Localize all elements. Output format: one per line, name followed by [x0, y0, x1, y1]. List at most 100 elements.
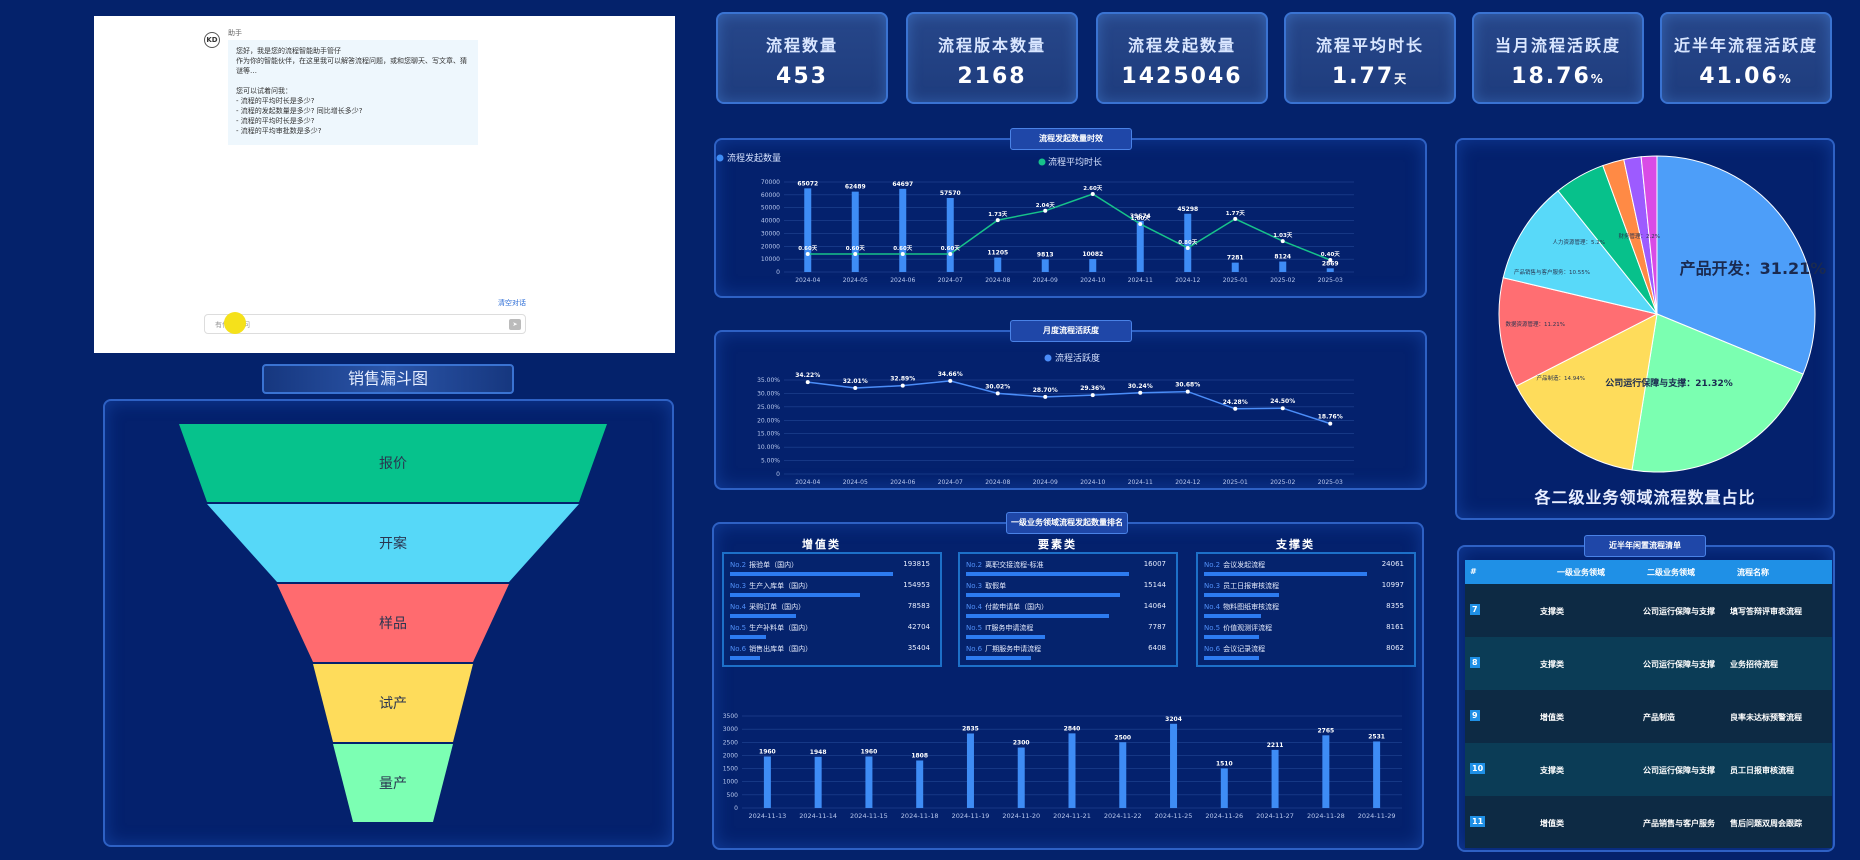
table-row[interactable]: 8 支撑类 公司运行保障与支撑 业务招待流程: [1465, 637, 1832, 690]
activity-point[interactable]: [1328, 421, 1333, 426]
funnel-stage[interactable]: [277, 584, 509, 662]
activity-point[interactable]: [1090, 393, 1095, 398]
daily-bar-chart: 3500 3000 2500 2000 1500 1000 500 0 1960 2024-11-…: [723, 713, 1402, 820]
rank-value: 193815: [903, 560, 930, 568]
daily-bar[interactable]: [916, 760, 924, 808]
activity-point[interactable]: [995, 391, 1000, 396]
pie-slice[interactable]: [1656, 155, 1816, 375]
activity-point[interactable]: [1138, 390, 1143, 395]
ranking-row[interactable]: No.2 会议发起流程 24061: [1204, 560, 1408, 580]
ranking-row[interactable]: No.6 厂期服务申请流程 6408: [966, 644, 1170, 664]
daily-bar[interactable]: [814, 756, 822, 808]
question-1[interactable]: - 流程的平均时长是多少?: [236, 97, 315, 105]
ranking-row[interactable]: No.6 会议记录流程 8062: [1204, 644, 1408, 664]
clear-chat-button[interactable]: 清空对话: [498, 299, 526, 307]
pie-slice[interactable]: [1515, 313, 1658, 471]
duration-point[interactable]: [1233, 216, 1238, 221]
rank-bar: [966, 614, 1110, 618]
count-bar[interactable]: [1136, 220, 1144, 272]
activity-point[interactable]: [948, 378, 953, 383]
count-bar[interactable]: [899, 188, 907, 272]
duration-point[interactable]: [1043, 208, 1048, 213]
header-l2[interactable]: 二级业务领域: [1647, 568, 1695, 577]
pie-slice[interactable]: [1502, 190, 1659, 315]
ranking-row[interactable]: No.5 IT服务申请流程 7787: [966, 623, 1170, 643]
ranking-row[interactable]: No.3 生产入库单（国内） 154953: [730, 581, 934, 601]
duration-point[interactable]: [1185, 246, 1190, 250]
daily-bar[interactable]: [1220, 768, 1228, 808]
question-3[interactable]: - 流程的平均时长是多少?: [236, 117, 315, 125]
duration-point[interactable]: [1090, 192, 1095, 196]
rank-value: 15144: [1143, 581, 1166, 589]
duration-point[interactable]: [948, 252, 953, 256]
pie-slice[interactable]: [1631, 313, 1804, 473]
count-bar[interactable]: [1184, 213, 1192, 272]
daily-bar[interactable]: [966, 733, 974, 808]
legend-activity-label[interactable]: 流程活跃度: [1055, 352, 1100, 364]
duration-point[interactable]: [1280, 239, 1285, 244]
count-bar[interactable]: [946, 197, 954, 272]
count-bar[interactable]: [1231, 262, 1239, 272]
count-bar[interactable]: [1089, 259, 1097, 272]
daily-bar[interactable]: [1017, 747, 1025, 808]
activity-point[interactable]: [900, 383, 905, 388]
funnel-stage[interactable]: [207, 504, 579, 582]
legend-count-label[interactable]: 流程发起数量: [727, 152, 781, 164]
daily-bar[interactable]: [1373, 741, 1381, 808]
ranking-row[interactable]: No.5 生产补料单（国内） 42704: [730, 623, 934, 643]
x-tick-label: 2024-12: [1175, 479, 1200, 486]
count-bar[interactable]: [1041, 259, 1049, 272]
count-bar[interactable]: [1326, 268, 1334, 272]
funnel-stage[interactable]: [333, 744, 453, 822]
duration-point[interactable]: [805, 252, 810, 256]
ranking-row[interactable]: No.5 价值观测评流程 8161: [1204, 623, 1408, 643]
daily-bar[interactable]: [1271, 749, 1279, 808]
funnel-stage[interactable]: [179, 424, 607, 502]
rank-bar: [1204, 614, 1261, 618]
duration-point[interactable]: [900, 252, 905, 256]
send-icon[interactable]: ➤: [509, 319, 521, 330]
daily-bar[interactable]: [1322, 735, 1330, 808]
duration-point[interactable]: [1138, 222, 1143, 226]
pie-slice[interactable]: [1640, 155, 1658, 315]
count-bar[interactable]: [994, 257, 1002, 272]
funnel-stage[interactable]: [313, 664, 473, 742]
table-row[interactable]: 11 增值类 产品销售与客户服务 售后问题双周会跟踪: [1465, 796, 1832, 848]
daily-bar[interactable]: [1170, 723, 1178, 808]
duration-point[interactable]: [995, 218, 1000, 223]
ranking-row[interactable]: No.3 取假单 15144: [966, 581, 1170, 601]
header-name[interactable]: 流程名称: [1737, 568, 1769, 577]
header-l1[interactable]: 一级业务领域: [1557, 568, 1605, 577]
question-4[interactable]: - 流程的平均审批数是多少?: [236, 127, 322, 135]
ranking-row[interactable]: No.4 付款申请单（国内） 14064: [966, 602, 1170, 622]
activity-point[interactable]: [805, 380, 810, 385]
activity-point[interactable]: [1233, 406, 1238, 411]
ranking-row[interactable]: No.6 销售出库单（国内） 35404: [730, 644, 934, 664]
rank-bar: [1204, 593, 1279, 597]
activity-point[interactable]: [853, 386, 858, 391]
ranking-row[interactable]: No.4 物料图纸审核流程 8355: [1204, 602, 1408, 622]
count-bar[interactable]: [1279, 261, 1287, 272]
table-row[interactable]: 9 增值类 产品制造 良率未达标预警流程: [1465, 690, 1832, 743]
daily-bar[interactable]: [865, 756, 873, 808]
daily-bar[interactable]: [1068, 733, 1076, 808]
duration-point[interactable]: [1328, 258, 1333, 262]
activity-point[interactable]: [1185, 389, 1190, 394]
ranking-row[interactable]: No.2 报验单（国内） 193815: [730, 560, 934, 580]
daily-bar[interactable]: [1119, 742, 1127, 808]
chat-input-box[interactable]: 有什么想问 ➤: [204, 314, 526, 334]
activity-point[interactable]: [1280, 406, 1285, 411]
table-row[interactable]: 10 支撑类 公司运行保障与支撑 员工日报审核流程: [1465, 743, 1832, 796]
count-bar[interactable]: [804, 188, 812, 272]
count-bar[interactable]: [851, 191, 859, 272]
rank-value: 24061: [1381, 560, 1404, 568]
legend-duration-label[interactable]: 流程平均时长: [1048, 156, 1102, 168]
ranking-row[interactable]: No.2 离职交接流程-标准 16007: [966, 560, 1170, 580]
ranking-row[interactable]: No.4 采购订单（国内） 78583: [730, 602, 934, 622]
activity-point[interactable]: [1043, 394, 1048, 399]
question-2[interactable]: - 流程的发起数量是多少? 同比增长多少?: [236, 107, 363, 115]
duration-point[interactable]: [853, 252, 858, 256]
table-row[interactable]: 7 支撑类 公司运行保障与支撑 填写答辩评审表流程: [1465, 584, 1832, 637]
daily-bar[interactable]: [763, 756, 771, 808]
ranking-row[interactable]: No.3 员工日报审核流程 10997: [1204, 581, 1408, 601]
